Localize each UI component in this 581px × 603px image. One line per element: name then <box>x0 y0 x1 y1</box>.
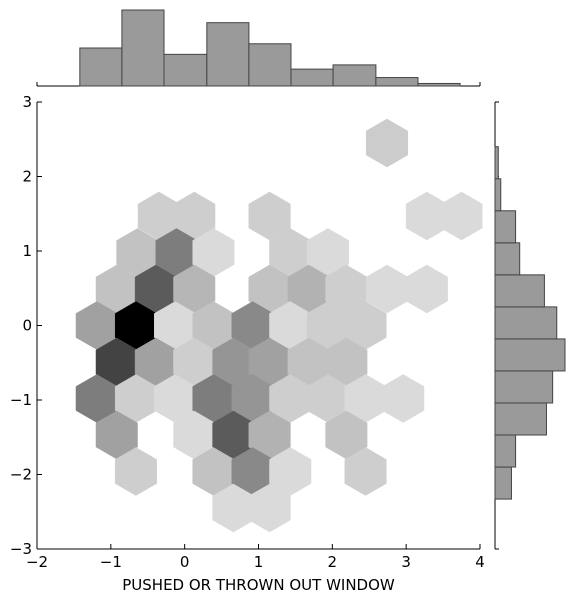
x-tick-label: −1 <box>100 553 122 571</box>
top-hist-bar <box>290 68 334 87</box>
top-hist-bar <box>79 47 123 87</box>
hexbin-54 <box>248 483 291 533</box>
top-hist-bar <box>332 64 377 87</box>
right-histogram <box>494 101 566 550</box>
hexbin-52 <box>344 447 387 496</box>
top-hist-bar <box>121 9 165 87</box>
top-hist-bar <box>163 53 208 87</box>
y-tick-label: −3 <box>10 540 32 558</box>
top-hist-bar <box>417 82 461 87</box>
right-hist-bar <box>494 146 499 180</box>
x-tick-label: 0 <box>180 553 190 571</box>
x-axis-label: PUSHED OR THROWN OUT WINDOW <box>122 576 395 594</box>
top-histogram <box>36 9 481 87</box>
right-hist-bar <box>494 306 558 340</box>
hexbin-3 <box>248 191 291 241</box>
top-hist-bar <box>375 77 419 87</box>
right-hist-bar <box>494 338 566 372</box>
hexbin-18 <box>405 264 448 314</box>
y-tick-labels: −3 −2 −1 0 1 2 3 <box>10 93 32 558</box>
hexbin-42 <box>382 374 425 423</box>
y-tick-label: 2 <box>22 168 32 186</box>
y-tick-label: 0 <box>22 317 32 335</box>
x-tick-label: 1 <box>254 553 264 571</box>
top-hist-bar <box>206 22 250 87</box>
y-tick-label: 3 <box>22 93 32 111</box>
right-hist-bar <box>494 210 517 244</box>
x-tick-label: 4 <box>475 553 485 571</box>
x-tick-label: 2 <box>328 553 338 571</box>
right-hist-bar <box>494 466 512 500</box>
y-tick-label: −1 <box>10 391 32 409</box>
hexbin-5 <box>440 191 483 241</box>
right-hist-bar <box>494 274 545 308</box>
right-hist-bar <box>494 370 554 404</box>
right-hist-bar <box>494 178 502 212</box>
y-tick-label: 1 <box>22 242 32 260</box>
y-tick-label: −2 <box>10 466 32 484</box>
main-axes <box>36 101 481 550</box>
hexbin-51 <box>269 447 312 496</box>
x-tick-label: −2 <box>26 553 48 571</box>
x-tick-labels: −2 −1 0 1 2 3 4 <box>26 553 485 571</box>
hexbin-layer <box>75 118 483 533</box>
right-hist-bar <box>494 434 517 468</box>
right-hist-bar <box>494 242 521 276</box>
hexbin-48 <box>114 447 157 496</box>
top-hist-bar <box>248 43 292 87</box>
x-tick-label: 3 <box>401 553 411 571</box>
right-hist-bar <box>494 402 547 436</box>
hexbin-0 <box>365 118 409 168</box>
